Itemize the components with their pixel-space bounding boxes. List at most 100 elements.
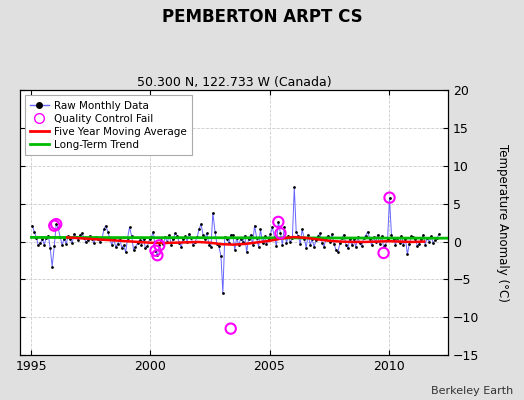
Point xyxy=(248,242,257,248)
Point xyxy=(68,240,77,246)
Point xyxy=(177,244,185,250)
Point xyxy=(125,224,134,230)
Point xyxy=(228,232,237,238)
Point xyxy=(288,234,297,241)
Point xyxy=(243,249,251,255)
Point xyxy=(262,241,270,247)
Point xyxy=(48,263,57,270)
Point xyxy=(64,233,72,240)
Point xyxy=(366,235,374,242)
Point xyxy=(397,232,406,239)
Point xyxy=(215,243,223,249)
Point xyxy=(379,250,388,256)
Point xyxy=(132,244,140,250)
Point xyxy=(369,234,378,240)
Point xyxy=(199,232,208,238)
Point xyxy=(286,239,294,246)
Point xyxy=(384,235,392,242)
Point xyxy=(50,243,59,249)
Point xyxy=(236,235,245,242)
Point xyxy=(318,240,326,246)
Point xyxy=(112,244,120,250)
Point xyxy=(344,245,352,252)
Text: Berkeley Earth: Berkeley Earth xyxy=(431,386,514,396)
Point xyxy=(419,232,428,238)
Point xyxy=(141,245,150,252)
Point xyxy=(72,234,80,240)
Point xyxy=(94,236,102,242)
Point xyxy=(399,242,408,248)
Point xyxy=(185,231,193,237)
Point xyxy=(42,234,50,241)
Point xyxy=(306,242,314,248)
Point xyxy=(195,226,203,233)
Point xyxy=(244,235,253,242)
Point xyxy=(119,242,128,248)
Point xyxy=(375,241,384,247)
Point xyxy=(183,238,191,245)
Point xyxy=(44,232,52,239)
Point xyxy=(86,232,94,239)
Point xyxy=(100,226,108,233)
Point xyxy=(189,242,198,248)
Point xyxy=(70,231,78,237)
Point xyxy=(197,221,205,227)
Point xyxy=(211,228,219,235)
Point xyxy=(181,233,190,240)
Point xyxy=(139,235,148,242)
Point xyxy=(336,240,344,246)
Point xyxy=(377,233,386,240)
Point xyxy=(391,242,400,248)
Point xyxy=(433,234,441,241)
Point xyxy=(393,234,401,241)
Point xyxy=(417,236,425,242)
Point xyxy=(276,230,285,236)
Point xyxy=(201,235,209,242)
Point xyxy=(328,231,336,237)
Point xyxy=(90,240,98,246)
Point xyxy=(32,234,41,241)
Point xyxy=(284,232,292,239)
Point xyxy=(167,242,176,248)
Point xyxy=(147,234,156,240)
Point xyxy=(56,234,64,240)
Point xyxy=(308,236,316,242)
Point xyxy=(159,241,168,247)
Point xyxy=(226,232,235,238)
Point xyxy=(84,237,92,243)
Point xyxy=(76,232,84,238)
Point xyxy=(278,242,287,248)
Point xyxy=(217,253,225,259)
Point xyxy=(135,237,144,243)
Point xyxy=(268,224,277,230)
Point xyxy=(155,242,163,248)
Point xyxy=(431,237,440,243)
Point xyxy=(253,234,261,241)
Point xyxy=(225,240,233,246)
Point xyxy=(62,241,70,247)
Point xyxy=(209,210,217,216)
Point xyxy=(316,230,324,236)
Point xyxy=(122,249,130,255)
Point xyxy=(124,234,132,241)
Point xyxy=(46,245,54,252)
Point xyxy=(379,244,388,250)
Point xyxy=(246,232,255,238)
Point xyxy=(78,230,86,236)
Point xyxy=(179,236,187,242)
Point xyxy=(191,239,199,246)
Point xyxy=(238,238,247,245)
Point xyxy=(219,290,227,296)
Point xyxy=(258,240,267,246)
Point xyxy=(372,239,380,246)
Point xyxy=(423,234,431,241)
Point xyxy=(320,244,328,250)
Point xyxy=(52,221,60,227)
Point xyxy=(342,242,350,248)
Point xyxy=(169,235,178,242)
Point xyxy=(387,232,396,238)
Point xyxy=(30,228,38,235)
Y-axis label: Temperature Anomaly (°C): Temperature Anomaly (°C) xyxy=(496,144,509,302)
Point xyxy=(145,236,154,242)
Point xyxy=(274,219,282,225)
